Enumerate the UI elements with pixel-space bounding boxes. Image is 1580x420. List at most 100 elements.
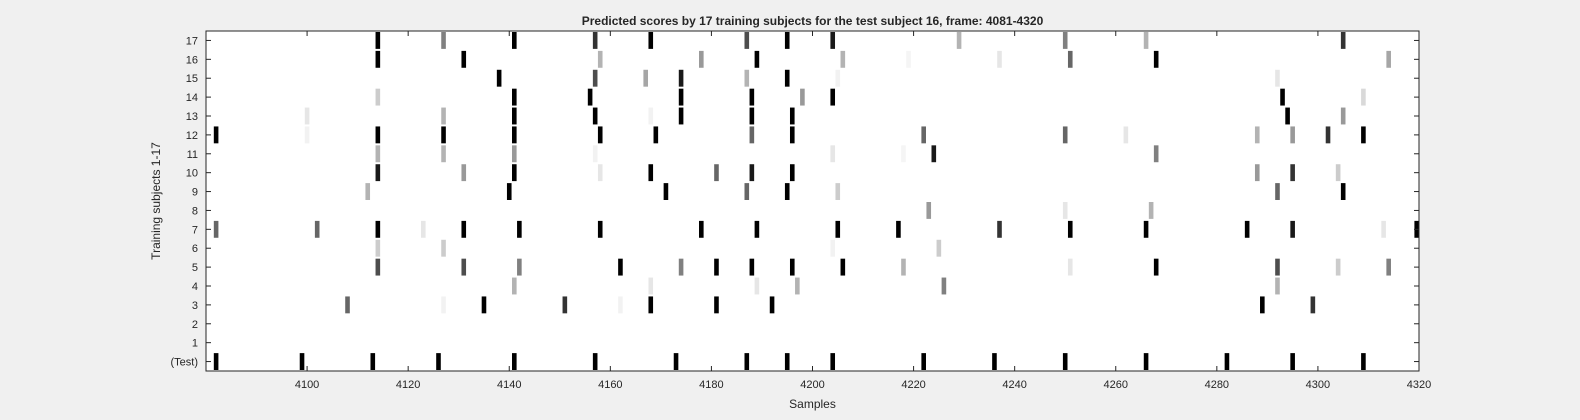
heatmap-cell — [678, 69, 684, 87]
heatmap-cell — [789, 258, 795, 276]
heatmap-cell — [835, 183, 841, 200]
heatmap-cell — [789, 164, 795, 182]
heatmap-cell — [587, 88, 593, 106]
heatmap-cell — [1254, 164, 1260, 182]
y-tick-label: 6 — [192, 243, 198, 255]
heatmap-cell — [1244, 220, 1250, 238]
heatmap-cell — [1067, 50, 1073, 68]
heatmap-cell — [481, 296, 487, 314]
heatmap-cell — [1143, 32, 1149, 49]
heatmap-cell — [441, 107, 446, 125]
heatmap-cell — [597, 50, 603, 68]
heatmap-cell — [1386, 258, 1391, 276]
heatmap-cell — [795, 277, 800, 295]
heatmap-cell — [441, 126, 446, 144]
heatmap-cell — [597, 164, 603, 182]
heatmap-cell — [678, 107, 684, 125]
heatmap-cell — [754, 220, 760, 238]
heatmap-cell — [714, 258, 719, 276]
heatmap-cell — [421, 220, 426, 238]
heatmap-cell — [749, 88, 755, 106]
heatmap-cell — [592, 107, 598, 125]
heatmap-cell — [744, 353, 750, 370]
heatmap-cell — [840, 258, 846, 276]
y-tick-label: 11 — [187, 149, 198, 161]
heatmap-cell — [714, 164, 719, 182]
heatmap-cell — [345, 296, 350, 314]
x-tick-label: 4240 — [1002, 379, 1026, 391]
y-axis-ticks: 17 16 15 14 13 12 11 10 9 8 7 6 5 4 3 2 1 (Test) — [171, 35, 1419, 369]
x-tick-label: 4120 — [396, 379, 420, 391]
heatmap-cell — [1143, 220, 1149, 238]
heatmap-cell — [375, 258, 381, 276]
heatmap-cell — [314, 220, 320, 238]
heatmap-cell — [744, 32, 750, 49]
x-tick-label: 4140 — [497, 379, 521, 391]
heatmap-cell — [931, 145, 937, 163]
heatmap-cell — [512, 164, 517, 182]
heatmap-cell — [365, 183, 371, 200]
heatmap-cell — [375, 88, 381, 106]
heatmap-cell — [1381, 220, 1386, 238]
heatmap-cell — [789, 126, 795, 144]
y-tick-label: 16 — [186, 54, 198, 66]
heatmap-cell — [754, 277, 760, 295]
heatmap-cell — [1335, 258, 1341, 276]
heatmap-cell — [1275, 183, 1280, 200]
heatmap-cell — [1386, 50, 1391, 68]
heatmap-cell — [461, 220, 467, 238]
heatmap-cell — [1062, 353, 1068, 370]
heatmap-cell — [906, 50, 911, 68]
heatmap-cell — [673, 353, 679, 370]
heatmap-cell — [784, 353, 790, 370]
heatmap-cell — [749, 164, 755, 182]
heatmap-cell — [441, 32, 446, 49]
heatmap-cell — [1260, 296, 1265, 314]
heatmap-cell — [597, 126, 603, 144]
heatmap-cell — [784, 69, 790, 87]
heatmap-cell — [941, 277, 947, 295]
heatmap-cell — [789, 107, 795, 125]
heatmap-cell — [1062, 126, 1068, 144]
heatmap-cell — [678, 258, 684, 276]
heatmap-cell — [512, 32, 517, 49]
y-tick-label: 12 — [186, 130, 198, 142]
heatmap-cell — [648, 107, 654, 125]
heatmap-cell — [769, 296, 775, 314]
heatmap-cell — [375, 50, 381, 68]
heatmap-cell — [901, 258, 906, 276]
heatmap-cell — [714, 296, 719, 314]
heatmap-cell — [441, 145, 446, 163]
heatmap-cell — [1153, 145, 1159, 163]
heatmap-cell — [699, 50, 704, 68]
heatmap-cell — [744, 183, 750, 200]
heatmap-cell — [1224, 353, 1230, 370]
heatmap-cell — [496, 69, 502, 87]
x-tick-label: 4280 — [1205, 379, 1229, 391]
heatmap-cell — [512, 126, 517, 144]
heatmap-cell — [1340, 107, 1346, 125]
heatmap-cell — [749, 107, 755, 125]
y-tick-label: 13 — [186, 111, 198, 123]
heatmap-cell — [663, 183, 669, 200]
heatmap-cell — [936, 239, 942, 257]
heatmap-cell — [1275, 258, 1280, 276]
heatmap-cell — [1062, 32, 1068, 49]
heatmap-cell — [699, 220, 704, 238]
heatmap-cell — [784, 32, 790, 49]
heatmap-cell — [784, 183, 790, 200]
heatmap-cell — [441, 239, 446, 257]
heatmap-cell — [648, 277, 654, 295]
heatmap-cell — [461, 50, 467, 68]
heatmap-cell — [830, 239, 836, 257]
heatmap-cell — [1340, 32, 1346, 49]
plot-area — [206, 31, 1419, 371]
heatmap-cell — [512, 88, 517, 106]
heatmap-cell — [749, 126, 755, 144]
heatmap-cell — [1290, 164, 1295, 182]
x-tick-label: 4100 — [295, 379, 319, 391]
y-tick-label: 17 — [186, 35, 198, 47]
y-tick-label: 1 — [192, 338, 198, 350]
x-tick-label: 4260 — [1104, 379, 1128, 391]
heatmap-cell — [921, 126, 926, 144]
